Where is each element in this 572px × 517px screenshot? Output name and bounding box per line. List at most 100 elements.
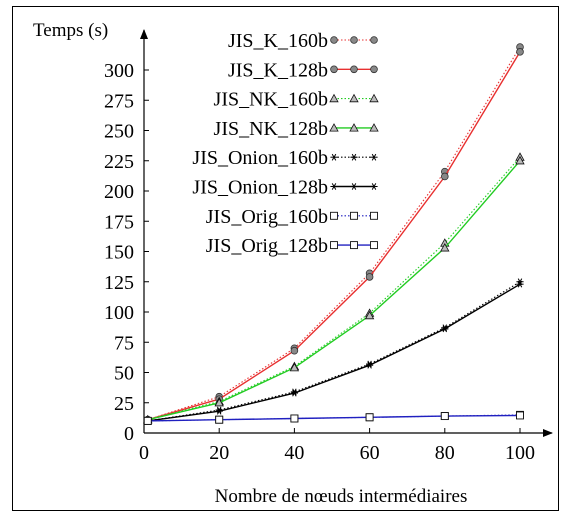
data-point-stroke [517, 280, 523, 288]
y-tick-label: 250 [104, 121, 134, 143]
x-tick-label: 100 [505, 442, 535, 464]
y-axis-label: Temps (s) [33, 20, 108, 41]
y-tick-label: 175 [104, 211, 134, 233]
legend-marker [350, 65, 358, 74]
legend-marker [350, 36, 358, 44]
legend-marker [329, 123, 339, 132]
y-tick-label: 225 [104, 151, 134, 173]
y-tick-label: 300 [104, 60, 134, 82]
series-line [147, 51, 521, 421]
legend-label: JIS_NK_128b [214, 118, 328, 140]
x-axis-label: Nombre de nœuds intermédiaires [215, 486, 468, 507]
x-tick-label: 60 [360, 442, 380, 464]
series-JIS_Orig_128b [143, 411, 524, 425]
legend-label: JIS_Onion_160b [192, 147, 328, 169]
legend-item: JIS_Orig_160b [206, 206, 378, 228]
y-tick-label: 100 [104, 302, 134, 324]
legend-marker [350, 211, 358, 220]
y-tick-label: 0 [124, 423, 134, 445]
legend-item: JIS_Onion_160b [192, 147, 378, 169]
data-point [441, 325, 449, 333]
legend-marker [370, 36, 378, 44]
data-point [290, 346, 299, 355]
series-JIS_Onion_128b [144, 280, 524, 425]
legend-marker [350, 183, 358, 190]
legend-item: JIS_K_160b [228, 30, 378, 52]
chart-frame [12, 6, 559, 511]
data-point-stroke [442, 325, 448, 333]
data-point [214, 397, 224, 407]
tick-labels: 0 25 50 75 100 125 150 175 200 225 250 275 300 0 20 40 6… [104, 60, 535, 464]
series-JIS_K_128b [143, 48, 524, 424]
data-point-stroke [367, 361, 372, 369]
legend-marker-stroke [331, 183, 337, 190]
data-point-stroke [216, 407, 222, 415]
legend-label: JIS_K_160b [228, 30, 328, 52]
legend-marker [370, 241, 378, 250]
data-point [143, 416, 152, 425]
data-point [290, 414, 299, 423]
data-point [516, 411, 524, 420]
legend-marker [369, 93, 379, 103]
legend-marker [349, 123, 359, 132]
legend-marker [370, 65, 378, 74]
legend-item: JIS_NK_160b [214, 89, 379, 111]
series-line [147, 46, 521, 421]
y-tick-label: 25 [114, 393, 134, 415]
data-point [516, 48, 524, 56]
legend-item: JIS_Onion_128b [192, 177, 378, 199]
series-JIS_NK_128b [143, 155, 525, 424]
data-point-stroke [292, 389, 297, 397]
x-tick-label: 80 [435, 442, 455, 464]
legend-marker [330, 241, 338, 250]
legend-marker [370, 183, 378, 190]
series-line [147, 414, 521, 422]
data-point [440, 412, 449, 421]
legend-marker-stroke [351, 153, 357, 161]
legend-marker [369, 123, 379, 132]
data-point [440, 243, 450, 252]
plot-area [143, 43, 525, 425]
data-point [215, 407, 223, 415]
y-tick-label: 200 [104, 181, 134, 203]
legend-marker-stroke [371, 153, 377, 161]
y-tick-label: 50 [114, 363, 134, 385]
x-tick-label: 0 [139, 442, 149, 464]
data-point [290, 389, 298, 397]
data-point [215, 415, 224, 424]
legend-marker [370, 153, 378, 161]
series-line [147, 283, 521, 422]
y-tick-label: 275 [104, 90, 134, 112]
legend-item: JIS_Orig_128b [206, 235, 378, 257]
x-tick-label: 40 [284, 442, 304, 464]
axes [140, 29, 553, 437]
y-tick-label: 125 [104, 272, 134, 294]
y-tick-label: 150 [104, 242, 134, 264]
legend-marker [349, 93, 359, 103]
legend-marker [330, 65, 338, 74]
legend-marker [370, 211, 378, 220]
legend-item: JIS_K_128b [228, 59, 378, 81]
legend-marker [330, 36, 338, 44]
legend-label: JIS_Onion_128b [192, 177, 328, 199]
legend-label: JIS_Orig_128b [206, 235, 328, 257]
data-point [365, 413, 374, 422]
legend-marker [350, 153, 358, 161]
data-point [515, 155, 525, 165]
x-tick-label: 20 [209, 442, 229, 464]
data-point-stroke [216, 406, 222, 414]
data-point [516, 280, 524, 288]
data-point [366, 361, 374, 369]
legend-label: JIS_NK_160b [214, 89, 328, 111]
legend-marker [330, 183, 338, 190]
series-line [147, 281, 521, 422]
data-point [289, 362, 300, 372]
legend-label: JIS_Orig_160b [206, 206, 328, 228]
legend-marker-stroke [331, 153, 337, 161]
legend-label: JIS_K_128b [228, 59, 328, 81]
data-point [365, 273, 374, 281]
y-tick-label: 75 [114, 332, 134, 354]
series-line [147, 160, 521, 421]
legend-item: JIS_NK_128b [214, 118, 379, 140]
legend-marker-stroke [371, 183, 377, 190]
